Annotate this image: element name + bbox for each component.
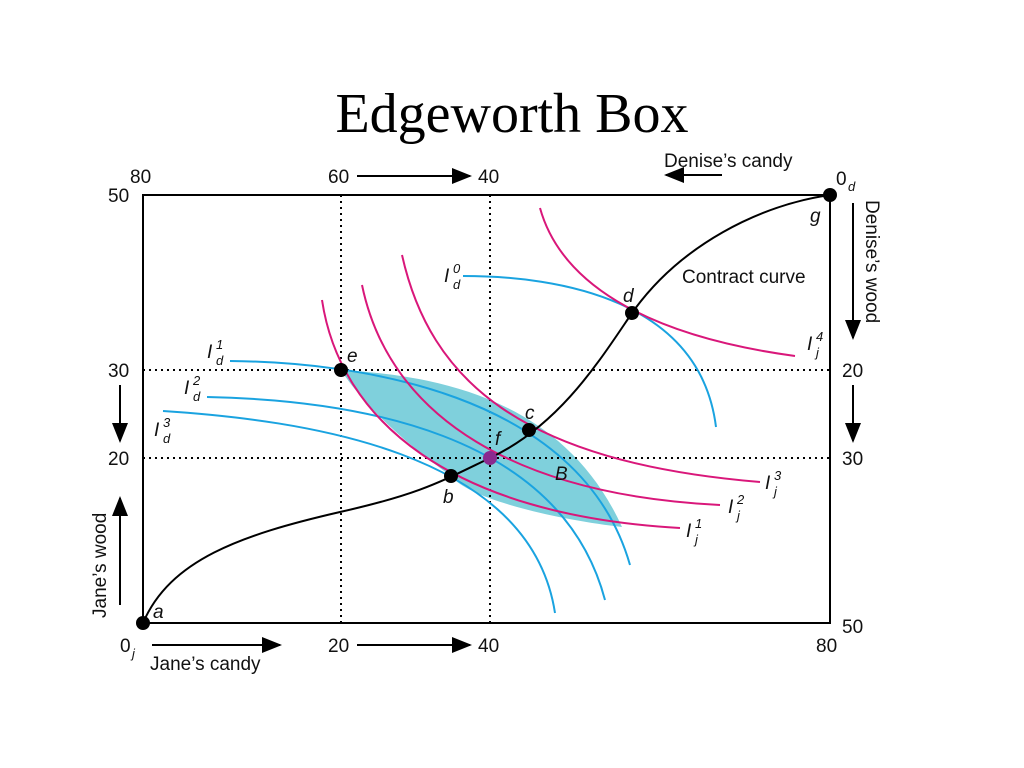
indifference-curve <box>229 360 631 566</box>
curve-label-sup: 0 <box>453 261 461 276</box>
tick-label: 20 <box>328 636 349 657</box>
point <box>334 363 348 377</box>
contract-curve-label: Contract curve <box>682 267 806 288</box>
curve-label: I <box>686 521 692 542</box>
curve-label: I <box>807 334 813 355</box>
curve-label-sub: j <box>693 532 699 547</box>
origin-label: 0 <box>836 169 847 190</box>
axis-label: Jane’s candy <box>150 654 261 675</box>
point-label: c <box>525 403 535 424</box>
curve-label: I <box>728 497 734 518</box>
curve-label-sup: 1 <box>695 516 702 531</box>
point <box>522 423 536 437</box>
curve-label-sup: 3 <box>163 415 171 430</box>
axis-label: Denise’s candy <box>664 151 793 172</box>
point-label: f <box>495 429 502 450</box>
curve-label-sub: j <box>772 484 778 499</box>
points <box>136 188 837 630</box>
curve-label-sup: 3 <box>774 468 782 483</box>
tick-label: 20 <box>842 361 863 382</box>
point-label: b <box>443 487 454 508</box>
curve-label: I <box>765 473 771 494</box>
origin-label: 0 <box>120 636 131 657</box>
curve-label-sub: d <box>163 431 171 446</box>
tick-label: 20 <box>108 449 129 470</box>
indifference-curve <box>401 254 761 483</box>
indifference-curve <box>206 396 606 601</box>
axis-label: Jane’s wood <box>90 513 111 618</box>
axis-label: Denise’s wood <box>861 200 882 323</box>
curve-label-sup: 2 <box>736 492 745 507</box>
tick-label: 30 <box>842 449 863 470</box>
tick-label: 60 <box>328 167 349 188</box>
curve-label-sub: j <box>735 508 741 523</box>
indifference-curve <box>361 284 721 506</box>
origin-label: j <box>130 646 136 661</box>
curve-label-sup: 2 <box>192 373 201 388</box>
curve-label-sub: d <box>453 277 461 292</box>
origin-label: d <box>848 179 856 194</box>
indifference-curve <box>162 410 556 614</box>
point <box>444 469 458 483</box>
box <box>142 194 831 624</box>
curve-label: I <box>444 266 450 287</box>
point <box>823 188 837 202</box>
title: Edgeworth Box <box>335 83 688 145</box>
curve-labels: I 0dI 1dI 2dI 3dI 4jI 3jI 2jI 1j <box>154 261 823 547</box>
point-label: g <box>810 206 821 227</box>
tick-label: 30 <box>108 361 129 382</box>
point <box>483 451 497 465</box>
indifference-curve <box>462 275 717 428</box>
curve-label: I <box>154 420 160 441</box>
point-label: e <box>347 346 358 367</box>
curve-label-sub: j <box>814 345 820 360</box>
curve-label-sup: 1 <box>216 337 223 352</box>
tick-label: 80 <box>816 636 837 657</box>
tick-label: 50 <box>108 186 129 207</box>
indifference-curve <box>539 207 796 357</box>
shaded-lens <box>341 370 622 527</box>
tick-label: 40 <box>478 167 499 188</box>
point-label: d <box>623 286 635 307</box>
point <box>136 616 150 630</box>
curve-label-sup: 4 <box>816 329 823 344</box>
curve-label-sub: d <box>193 389 201 404</box>
point <box>625 306 639 320</box>
curve-label: I <box>184 378 190 399</box>
tick-label: 80 <box>130 167 151 188</box>
indifference-curve <box>321 299 681 529</box>
tick-label: 50 <box>842 617 863 638</box>
curve-label: I <box>207 342 213 363</box>
curve-label-sub: d <box>216 353 224 368</box>
point-label: a <box>153 602 164 623</box>
region-label: B <box>555 464 568 485</box>
tick-label: 40 <box>478 636 499 657</box>
